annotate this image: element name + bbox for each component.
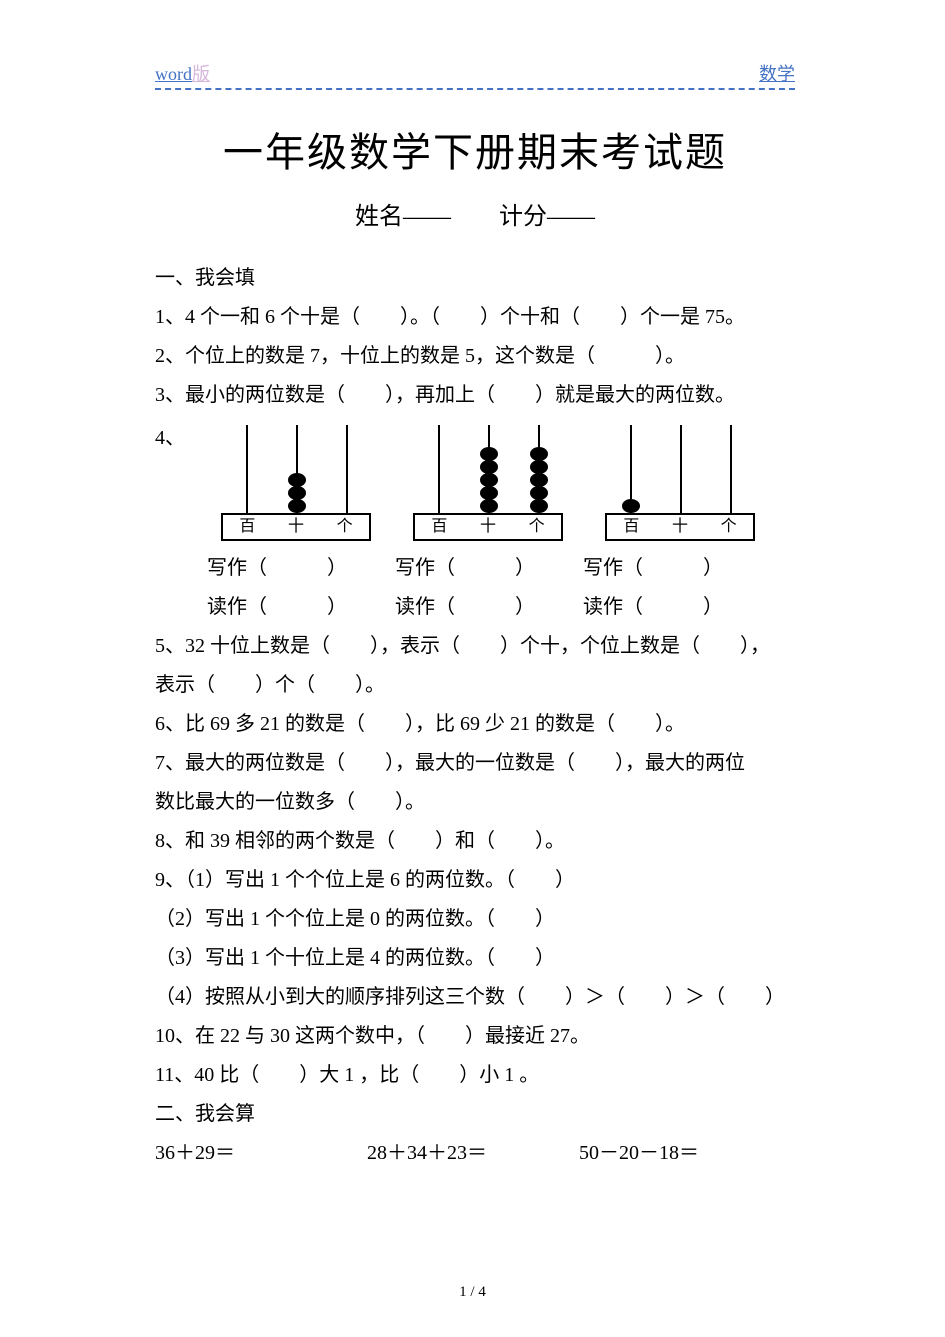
header-left: word版 bbox=[155, 60, 210, 86]
abacus-1: 百 十 个 bbox=[221, 421, 371, 541]
question-5a: 5、32 十位上数是（ ），表示（ ）个十，个位上数是（ ）， bbox=[155, 627, 795, 666]
write-1: 写作（ ） bbox=[207, 549, 385, 588]
question-7a: 7、最大的两位数是（ ），最大的一位数是（ ），最大的两位 bbox=[155, 744, 795, 783]
page: word版 数学 一年级数学下册期末考试题 姓名—— 计分—— 一、我会填 1、… bbox=[0, 0, 945, 1213]
read-1: 读作（ ） bbox=[207, 588, 385, 627]
write-row: 写作（ ） 写作（ ） 写作（ ） bbox=[207, 549, 795, 588]
bead-icon bbox=[480, 486, 498, 500]
question-7b: 数比最大的一位数多（ ）。 bbox=[155, 783, 795, 822]
q4-label: 4、 bbox=[155, 415, 185, 458]
question-10: 10、在 22 与 30 这两个数中，（ ）最接近 27。 bbox=[155, 1017, 795, 1056]
abacus-base: 百 十 个 bbox=[413, 513, 563, 541]
read-row: 读作（ ） 读作（ ） 读作（ ） bbox=[207, 588, 795, 627]
abacus-label-shi: 十 bbox=[672, 511, 688, 542]
bead-icon bbox=[530, 447, 548, 461]
question-2: 2、个位上的数是 7，十位上的数是 5，这个数是（ ）。 bbox=[155, 337, 795, 376]
bead-icon bbox=[530, 486, 548, 500]
abacus-rod bbox=[346, 425, 348, 513]
abacus-label-ge: 个 bbox=[529, 511, 545, 542]
header-ban: 版 bbox=[192, 64, 210, 84]
question-9a: 9、（1）写出 1 个个位上是 6 的两位数。（ ） bbox=[155, 861, 795, 900]
abacus-label-ge: 个 bbox=[337, 511, 353, 542]
abacus-label-bai: 百 bbox=[431, 511, 447, 542]
write-3: 写作（ ） bbox=[583, 549, 761, 588]
calc-1: 36＋29＝ bbox=[155, 1134, 367, 1173]
write-2: 写作（ ） bbox=[395, 549, 573, 588]
content: 一、我会填 1、4 个一和 6 个十是（ ）。（ ）个十和（ ）个一是 75。 … bbox=[155, 259, 795, 1173]
abacus-rod bbox=[438, 425, 440, 513]
bead-icon bbox=[288, 486, 306, 500]
bead-icon bbox=[530, 460, 548, 474]
abacus-row: 百 十 个 bbox=[221, 421, 755, 541]
bead-stack bbox=[530, 448, 548, 513]
bead-stack bbox=[288, 474, 306, 513]
question-5b: 表示（ ）个（ ）。 bbox=[155, 666, 795, 705]
bead-stack bbox=[480, 448, 498, 513]
question-8: 8、和 39 相邻的两个数是（ ）和（ ）。 bbox=[155, 822, 795, 861]
abacus-rod bbox=[730, 425, 732, 513]
bead-icon bbox=[480, 447, 498, 461]
question-9d: （4）按照从小到大的顺序排列这三个数（ ）＞（ ）＞（ ） bbox=[155, 978, 795, 1017]
calc-3: 50－20－18＝ bbox=[579, 1134, 791, 1173]
abacus-label-shi: 十 bbox=[288, 511, 304, 542]
question-3: 3、最小的两位数是（ ），再加上（ ）就是最大的两位数。 bbox=[155, 376, 795, 415]
abacus-label-bai: 百 bbox=[239, 511, 255, 542]
abacus-rod bbox=[680, 425, 682, 513]
header-right: 数学 bbox=[759, 60, 795, 86]
abacus-3: 百 十 个 bbox=[605, 421, 755, 541]
section2-title: 二、我会算 bbox=[155, 1095, 795, 1134]
page-title: 一年级数学下册期末考试题 bbox=[155, 120, 795, 178]
bead-icon bbox=[530, 473, 548, 487]
abacus-label-bai: 百 bbox=[623, 511, 639, 542]
question-9c: （3）写出 1 个十位上是 4 的两位数。（ ） bbox=[155, 939, 795, 978]
page-footer: 1 / 4 bbox=[0, 1284, 945, 1301]
abacus-base: 百 十 个 bbox=[221, 513, 371, 541]
bead-icon bbox=[480, 473, 498, 487]
question-6: 6、比 69 多 21 的数是（ ），比 69 少 21 的数是（ ）。 bbox=[155, 705, 795, 744]
header-word: word bbox=[155, 64, 192, 84]
abacus-rod bbox=[246, 425, 248, 513]
abacus-label-shi: 十 bbox=[480, 511, 496, 542]
abacus-base: 百 十 个 bbox=[605, 513, 755, 541]
subtitle: 姓名—— 计分—— bbox=[155, 196, 795, 231]
read-3: 读作（ ） bbox=[583, 588, 761, 627]
read-2: 读作（ ） bbox=[395, 588, 573, 627]
calc-row: 36＋29＝ 28＋34＋23＝ 50－20－18＝ bbox=[155, 1134, 795, 1173]
question-4: 4、 百 十 个 bbox=[155, 415, 795, 549]
section1-title: 一、我会填 bbox=[155, 259, 795, 298]
question-9b: （2）写出 1 个个位上是 0 的两位数。（ ） bbox=[155, 900, 795, 939]
header-bar: word版 数学 bbox=[155, 60, 795, 90]
question-1: 1、4 个一和 6 个十是（ ）。（ ）个十和（ ）个一是 75。 bbox=[155, 298, 795, 337]
bead-icon bbox=[288, 473, 306, 487]
bead-icon bbox=[480, 460, 498, 474]
question-11: 11、40 比（ ）大 1 ，比（ ）小 1 。 bbox=[155, 1056, 795, 1095]
abacus-label-ge: 个 bbox=[721, 511, 737, 542]
calc-2: 28＋34＋23＝ bbox=[367, 1134, 579, 1173]
abacus-2: 百 十 个 bbox=[413, 421, 563, 541]
